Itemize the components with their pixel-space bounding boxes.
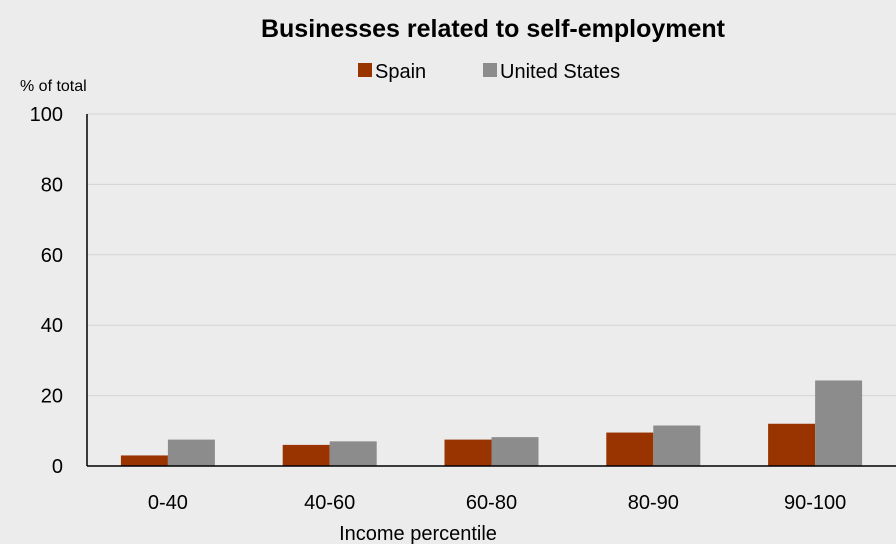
y-tick-label: 20 xyxy=(41,386,63,408)
legend-swatch-spain xyxy=(358,63,372,77)
y-tick-label: 100 xyxy=(30,104,63,126)
bar-spain-40-60 xyxy=(282,444,330,466)
y-tick-labels: 0 20 40 60 80 100 xyxy=(30,104,63,478)
bars xyxy=(120,380,863,466)
bar-united-states-90-100 xyxy=(815,380,863,466)
x-tick-label: 60-80 xyxy=(466,492,517,514)
bar-united-states-40-60 xyxy=(329,441,377,466)
bar-united-states-60-80 xyxy=(491,437,539,466)
y-tick-label: 60 xyxy=(41,245,63,267)
axes xyxy=(86,114,896,467)
bar-spain-80-90 xyxy=(606,432,654,466)
x-tick-label: 0-40 xyxy=(148,492,188,514)
x-tick-label: 80-90 xyxy=(628,492,679,514)
x-tick-labels: 0-40 40-60 60-80 80-90 90-100 xyxy=(148,492,846,514)
legend-label: Spain xyxy=(375,61,426,83)
bar-spain-90-100 xyxy=(768,423,816,466)
legend: Spain United States xyxy=(358,61,620,83)
bar-united-states-0-40 xyxy=(167,439,215,466)
legend-label: United States xyxy=(500,61,620,83)
x-axis-title: Income percentile xyxy=(339,523,497,544)
y-tick-label: 40 xyxy=(41,315,63,337)
bar-united-states-80-90 xyxy=(653,425,701,466)
bar-spain-0-40 xyxy=(120,455,168,466)
bar-spain-60-80 xyxy=(444,439,492,466)
legend-swatch-united-states xyxy=(483,63,497,77)
y-tick-label: 0 xyxy=(52,456,63,478)
y-axis-unit-label: % of total xyxy=(20,78,87,95)
gridlines xyxy=(87,113,896,397)
x-tick-label: 90-100 xyxy=(784,492,846,514)
x-tick-label: 40-60 xyxy=(304,492,355,514)
chart-title: Businesses related to self-employment xyxy=(261,15,726,43)
y-tick-label: 80 xyxy=(41,174,63,196)
